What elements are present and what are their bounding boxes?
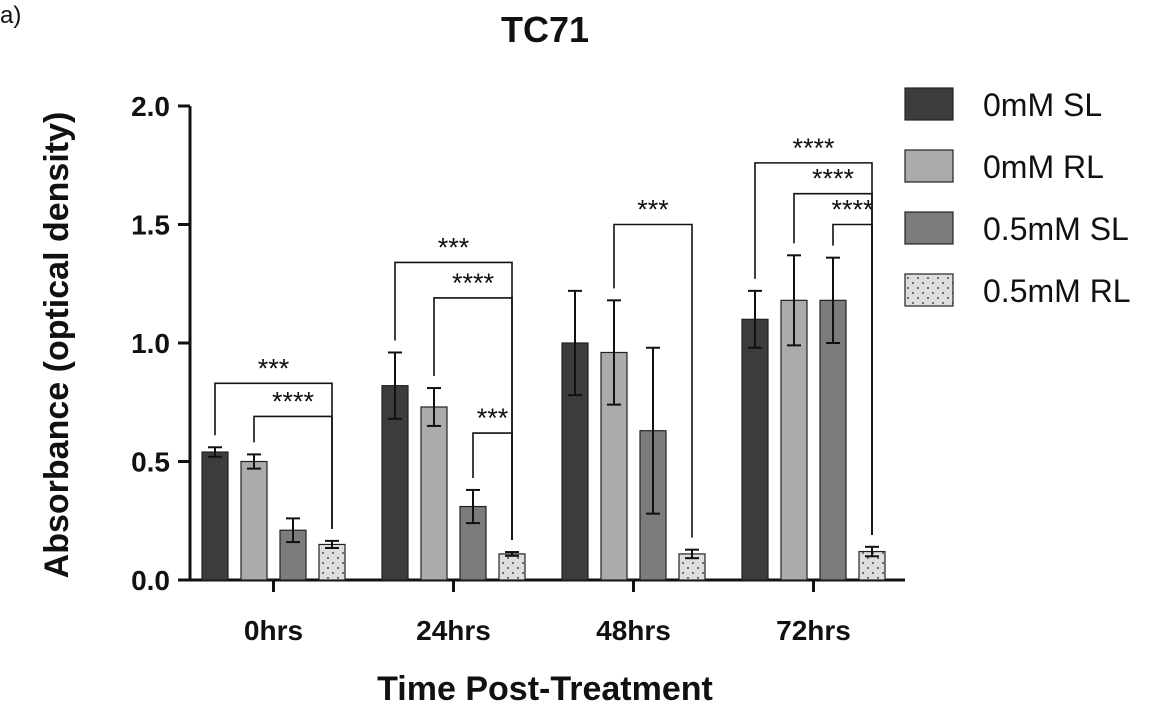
y-tick-label: 0.5: [131, 447, 170, 478]
chart-title: TC71: [501, 9, 589, 50]
significance-label: ****: [812, 164, 855, 194]
significance-bracket: [394, 261, 513, 541]
legend: 0mM SL 0mM RL 0.5mM SL 0.5mM RL: [904, 87, 1131, 309]
significance-layer: ********************************: [214, 133, 874, 541]
significance-label: ***: [438, 232, 470, 262]
bar: [420, 406, 448, 581]
significance-label: ****: [452, 268, 495, 298]
bar: [318, 543, 346, 581]
legend-label: 0mM SL: [983, 87, 1102, 123]
bars-layer: [201, 299, 886, 581]
bar: [780, 299, 808, 581]
bar: [741, 318, 769, 581]
significance-bracket: [832, 223, 873, 535]
significance-bracket: [433, 297, 513, 541]
significance-bracket: [613, 223, 693, 538]
bar: [240, 460, 268, 581]
x-tick-label: 24hrs: [416, 615, 491, 646]
panel-label: a): [0, 2, 22, 29]
significance-bracket: [472, 432, 513, 541]
legend-label: 0.5mM SL: [983, 211, 1129, 247]
x-tick-label: 0hrs: [244, 615, 303, 646]
y-axis: 0.0 0.5 1.0 1.5 2.0: [131, 91, 192, 596]
legend-swatch: [904, 87, 954, 121]
legend-label: 0.5mM RL: [983, 273, 1131, 309]
x-axis: 0hrs 24hrs 48hrs 72hrs: [190, 578, 905, 646]
significance-label: ****: [792, 133, 835, 163]
legend-swatch: [904, 273, 954, 307]
y-tick-label: 2.0: [131, 91, 170, 122]
x-tick-label: 48hrs: [596, 615, 671, 646]
significance-label: ****: [272, 386, 315, 416]
y-tick-label: 1.0: [131, 328, 170, 359]
legend-swatch: [904, 211, 954, 245]
bar: [498, 553, 526, 581]
legend-swatch: [904, 149, 954, 183]
significance-label: ***: [637, 195, 669, 225]
significance-label: ***: [477, 403, 509, 433]
x-tick-label: 72hrs: [776, 615, 851, 646]
legend-label: 0mM RL: [983, 149, 1104, 185]
significance-bracket: [253, 415, 333, 529]
y-tick-label: 0.0: [131, 565, 170, 596]
x-axis-label: Time Post-Treatment: [377, 670, 713, 701]
bar: [600, 351, 628, 581]
y-axis-label: Absorbance (optical density): [38, 112, 76, 579]
error-bars-layer: [208, 254, 879, 560]
significance-label: ***: [258, 353, 290, 383]
bar: [201, 451, 229, 581]
significance-label: ****: [831, 195, 874, 225]
y-tick-label: 1.5: [131, 210, 170, 241]
